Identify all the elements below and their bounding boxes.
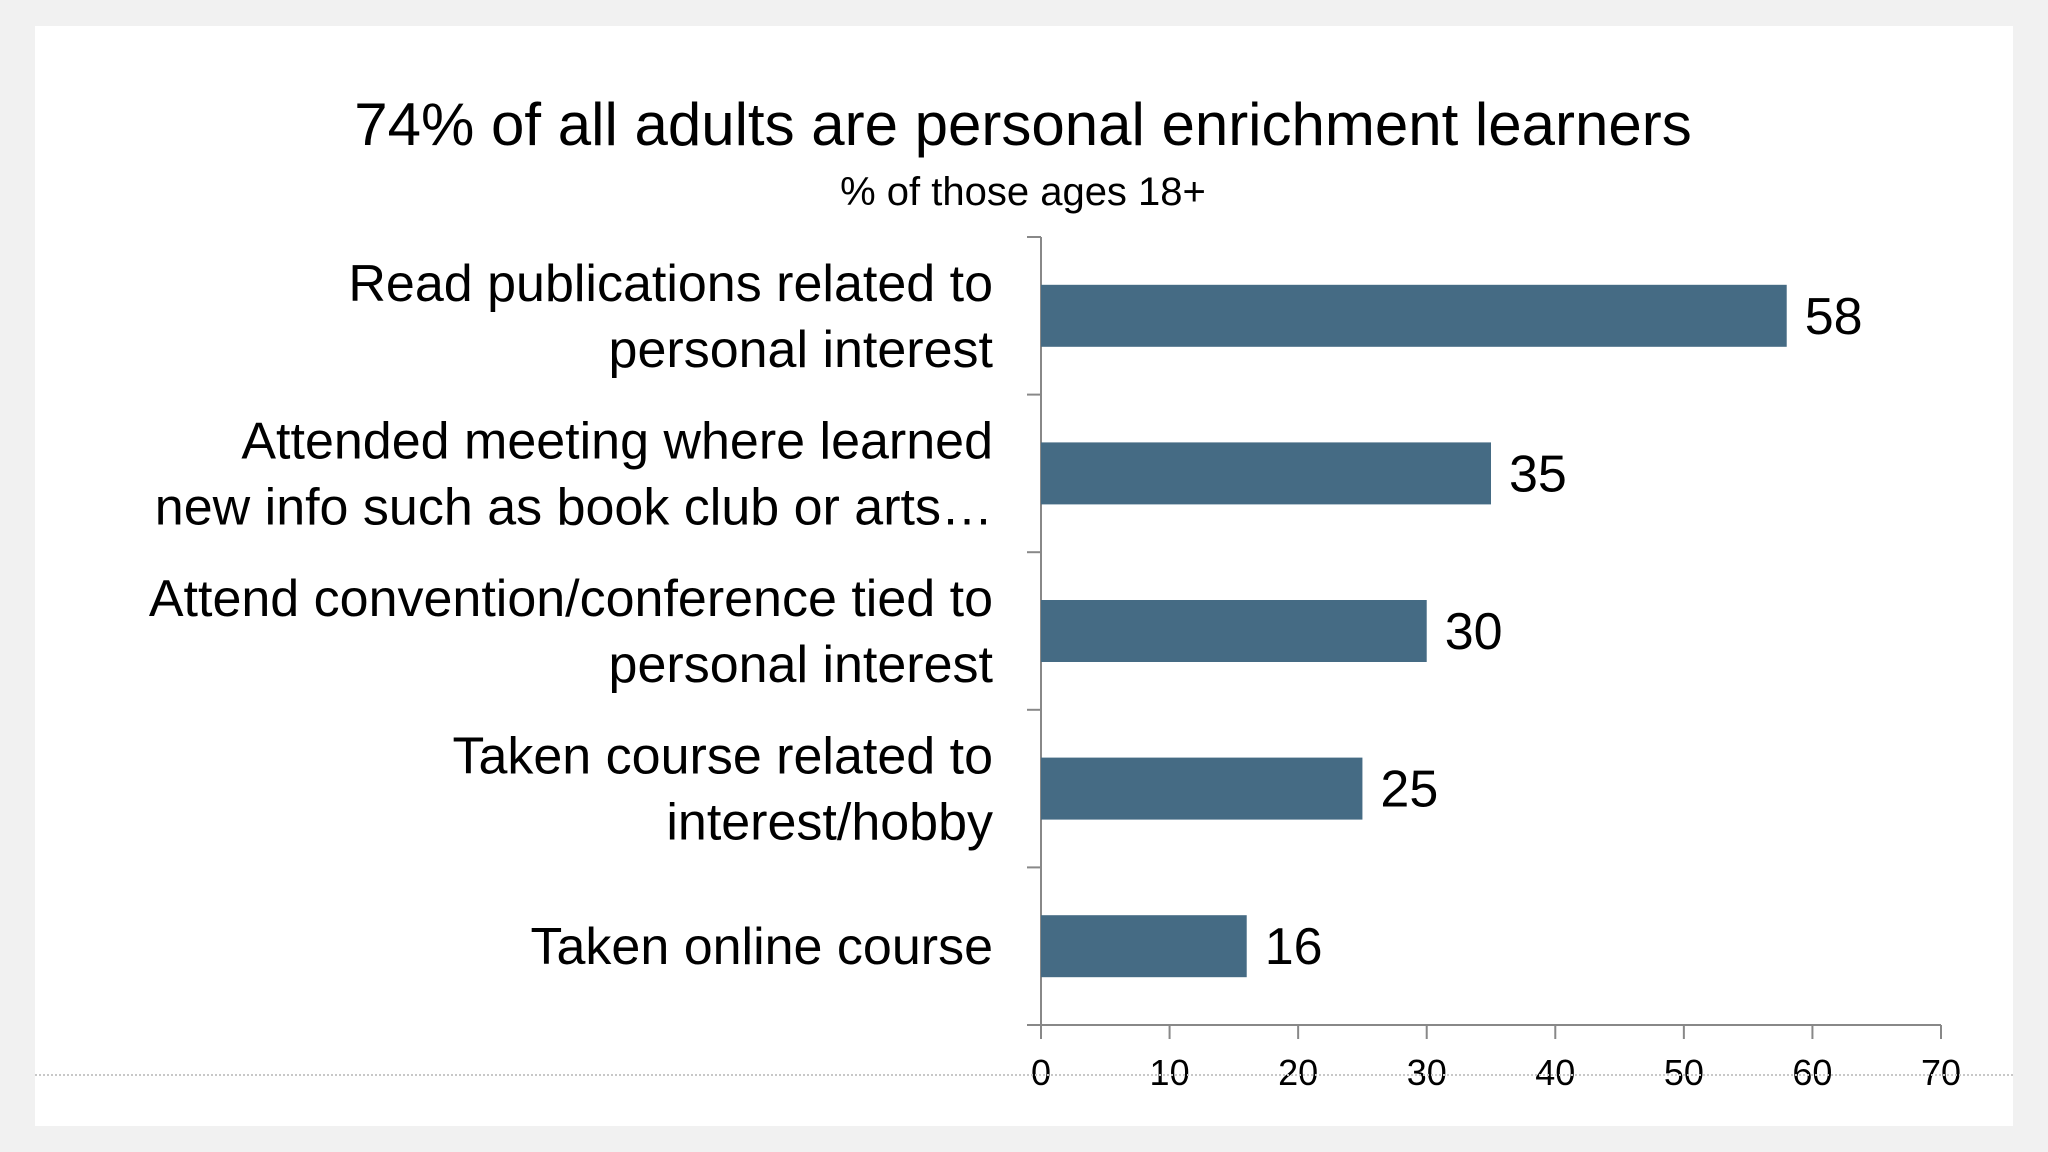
x-tick-label: 10: [1150, 1052, 1190, 1093]
bar-value-label: 30: [1445, 603, 1503, 661]
bar-value-label: 16: [1265, 918, 1323, 976]
x-tick-label: 30: [1407, 1052, 1447, 1093]
category-label-line: personal interest: [609, 321, 994, 379]
x-tick-label: 20: [1278, 1052, 1318, 1093]
bar-value-label: 25: [1380, 761, 1438, 819]
footer-divider: [35, 1074, 2013, 1076]
category-label-line: Attend convention/conference tied to: [149, 570, 993, 628]
bar: [1041, 757, 1363, 820]
bar: [1041, 600, 1427, 662]
chart-title: 74% of all adults are personal enrichmen…: [354, 91, 1691, 158]
category-label: Taken course related to interest/hobby: [452, 728, 993, 852]
category-label-line: personal interest: [609, 636, 994, 694]
category-label: Taken online course: [530, 918, 993, 976]
category-label-line: Taken online course: [530, 918, 993, 976]
category-label-line: new info such as book club or arts…: [155, 478, 993, 536]
x-tick-label: 70: [1921, 1052, 1961, 1093]
category-label: Attended meeting where learned new info s…: [155, 412, 993, 536]
category-label: Read publications related to personal int…: [348, 255, 993, 379]
bar-chart: 74% of all adults are personal enrichmen…: [149, 91, 1961, 1093]
category-label-line: Attended meeting where learned: [241, 412, 993, 470]
bar-value-label: 35: [1509, 445, 1567, 503]
x-tick-label: 50: [1664, 1052, 1704, 1093]
category-label-line: interest/hobby: [666, 794, 993, 852]
bar: [1041, 442, 1491, 505]
plot-area: 0 10 20 30 40 50 60 70 58 Read publications relat…: [149, 236, 1961, 1093]
category-label: Attend convention/conference tied to pers…: [149, 570, 994, 694]
bar: [1041, 915, 1247, 978]
x-tick-label: 0: [1031, 1052, 1051, 1093]
category-label-line: Read publications related to: [348, 255, 993, 313]
bar: [1041, 284, 1787, 347]
bar-value-label: 58: [1805, 288, 1863, 346]
x-tick-label: 40: [1535, 1052, 1575, 1093]
x-tick-label: 60: [1792, 1052, 1832, 1093]
category-label-line: Taken course related to: [452, 728, 993, 786]
chart-subtitle: % of those ages 18+: [840, 170, 1206, 214]
chart-panel: 74% of all adults are personal enrichmen…: [35, 26, 2013, 1126]
